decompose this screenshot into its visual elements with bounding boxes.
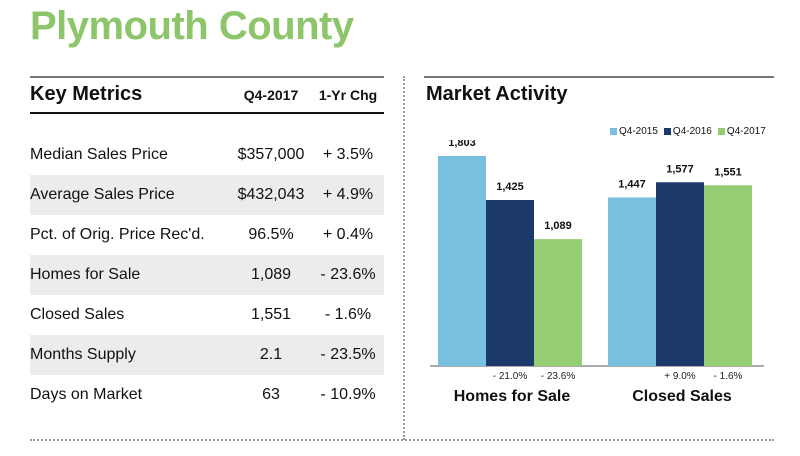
metric-label: Median Sales Price bbox=[30, 146, 168, 163]
legend-label: Q4-2015 bbox=[619, 126, 658, 137]
legend-item: Q4-2016 bbox=[663, 126, 712, 137]
metric-value: 63 bbox=[262, 386, 280, 403]
bar-value-label: 1,803 bbox=[448, 140, 476, 149]
legend-label: Q4-2017 bbox=[726, 126, 766, 137]
metric-value: 96.5% bbox=[248, 226, 294, 243]
metric-value: $432,043 bbox=[237, 186, 305, 203]
bar-value-label: 1,447 bbox=[618, 178, 646, 190]
bar bbox=[656, 182, 704, 366]
bar-change-label: - 21.0% bbox=[493, 371, 528, 380]
metric-change: - 10.9% bbox=[320, 386, 376, 403]
metrics-row: Months Supply 2.1 - 23.5% bbox=[30, 335, 384, 375]
market-activity-title: Market Activity bbox=[426, 83, 568, 105]
metric-label: Days on Market bbox=[30, 386, 143, 403]
metric-label: Pct. of Orig. Price Rec'd. bbox=[30, 226, 205, 243]
metric-label: Months Supply bbox=[30, 346, 136, 363]
change-column-header: 1-Yr Chg bbox=[318, 87, 378, 103]
bar bbox=[486, 199, 534, 366]
metrics-header-rule bbox=[30, 112, 384, 114]
market-activity-chart: 1,803 1,425 - 21.0% 1,089 - 23.6% 1,447 1,577 +… bbox=[430, 140, 764, 380]
metrics-row: Days on Market 63 - 10.9% bbox=[30, 375, 384, 415]
metric-change: + 3.5% bbox=[322, 146, 374, 163]
metrics-row: Average Sales Price $432,043 + 4.9% bbox=[30, 175, 384, 215]
legend-label: Q4-2016 bbox=[672, 126, 712, 137]
metric-label: Average Sales Price bbox=[30, 186, 175, 203]
key-metrics-title: Key Metrics bbox=[30, 83, 143, 105]
category-label-closed-sales: Closed Sales bbox=[632, 388, 732, 405]
metrics-row: Closed Sales 1,551 - 1.6% bbox=[30, 295, 384, 335]
bar-value-label: 1,089 bbox=[544, 220, 572, 232]
metrics-row: Pct. of Orig. Price Rec'd. 96.5% + 0.4% bbox=[30, 215, 384, 255]
period-column-header: Q4-2017 bbox=[243, 87, 299, 103]
page-title: Plymouth County bbox=[30, 4, 354, 48]
bar-value-label: 1,425 bbox=[496, 181, 524, 193]
metric-value: 1,551 bbox=[250, 306, 292, 323]
bar-change-label: - 1.6% bbox=[714, 371, 743, 380]
bar bbox=[704, 185, 752, 366]
legend-swatch bbox=[663, 128, 671, 135]
legend-swatch bbox=[717, 128, 725, 135]
chart-legend: Q4-2015 Q4-2016 Q4-2017 bbox=[610, 126, 766, 137]
bar bbox=[608, 197, 656, 366]
metric-label: Closed Sales bbox=[30, 306, 125, 323]
category-label-homes-for-sale: Homes for Sale bbox=[453, 388, 571, 405]
metric-change: - 1.6% bbox=[324, 306, 372, 323]
bar-value-label: 1,577 bbox=[666, 163, 694, 175]
legend-item: Q4-2015 bbox=[610, 126, 658, 137]
bar-value-label: 1,551 bbox=[714, 166, 742, 178]
legend-item: Q4-2017 bbox=[717, 126, 766, 137]
metrics-row: Homes for Sale 1,089 - 23.6% bbox=[30, 255, 384, 295]
bar-change-label: - 23.6% bbox=[541, 371, 576, 380]
metric-change: + 4.9% bbox=[322, 186, 374, 203]
metric-change: - 23.5% bbox=[320, 346, 376, 363]
bar bbox=[534, 239, 582, 366]
metric-change: + 0.4% bbox=[322, 226, 374, 243]
bar-change-label: + 9.0% bbox=[664, 371, 696, 380]
chart-top-rule bbox=[424, 76, 774, 78]
metric-value: 1,089 bbox=[250, 266, 292, 283]
metric-label: Homes for Sale bbox=[30, 266, 141, 283]
legend-swatch bbox=[610, 128, 617, 135]
bar bbox=[438, 155, 486, 366]
metrics-top-rule bbox=[30, 76, 384, 78]
metrics-row: Median Sales Price $357,000 + 3.5% bbox=[30, 135, 384, 175]
metric-value: 2.1 bbox=[259, 346, 283, 363]
metric-value: $357,000 bbox=[237, 146, 305, 163]
bottom-divider bbox=[30, 439, 774, 441]
metric-change: - 23.6% bbox=[320, 266, 376, 283]
vertical-divider bbox=[403, 76, 405, 440]
